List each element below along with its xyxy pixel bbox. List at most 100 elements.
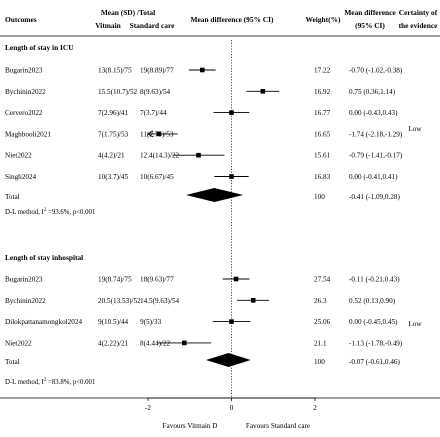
- x-tick-label: -2: [145, 404, 151, 412]
- heterogeneity-hospital-sup: 2: [44, 378, 47, 383]
- favours-standard-care-label: Favours Standard care: [246, 422, 310, 430]
- point-estimate: [229, 319, 234, 324]
- weight-value: 15.61: [314, 152, 331, 160]
- vitamin-value: 19(8.74)/75: [98, 276, 132, 284]
- study-name: Maghbooli2021: [5, 130, 51, 138]
- weight-value: 17.22: [314, 67, 331, 75]
- weight-value: 16.92: [314, 88, 331, 96]
- mean-diff-ci-value: -1.74 (-2.18,-1.29): [349, 130, 403, 138]
- weight-value: 16.65: [314, 130, 331, 138]
- standard-care-value: 9(5)/33: [140, 318, 162, 326]
- x-tick-label: 2: [313, 404, 317, 412]
- weight-value: 16.83: [314, 173, 331, 181]
- header-mean-diff-ci: Mean difference (95% CI): [191, 15, 275, 24]
- total-weight-hospital: 100: [314, 358, 325, 366]
- header-outcomes: Outcomes: [5, 15, 37, 24]
- certainty-icu: Low: [408, 125, 422, 133]
- point-estimate: [229, 110, 234, 115]
- header-standard-care: Standard care: [130, 21, 176, 30]
- heterogeneity-hospital-stat: =83.8%, p<0.001: [46, 379, 95, 386]
- study-name: Niet2022: [5, 339, 32, 347]
- study-name: Bychinin2022: [5, 88, 46, 96]
- point-estimate: [199, 67, 205, 73]
- header-mean-sd-total: Mean (SD) /Total: [101, 8, 155, 17]
- point-estimate: [156, 131, 162, 137]
- mean-diff-ci-value: -0.11 (-0.21,0.43): [349, 276, 400, 284]
- total-label-icu: Total: [5, 193, 20, 201]
- standard-care-value: 7(3.7)/44: [140, 109, 167, 117]
- standard-care-value: 14.5(9.63)/54: [140, 297, 180, 305]
- vitamin-value: 4(4.2)/21: [98, 152, 125, 160]
- mean-diff-ci-value: -0.70 (-1.02,-0.38): [349, 67, 403, 75]
- vitamin-value: 13(8.15)/75: [98, 67, 132, 75]
- weight-value: 25.06: [314, 318, 331, 326]
- pooled-diamond: [206, 353, 251, 367]
- section-title-hospital: Length of stay inhospital: [5, 253, 83, 262]
- standard-care-value: 18(9.63)/77: [140, 276, 174, 284]
- ci-arrow: [147, 130, 154, 138]
- point-estimate: [233, 276, 239, 282]
- mean-diff-ci-value: -1.13 (-1.78,-0.49): [349, 339, 403, 347]
- vitamin-value: 20.5(13.53)/52: [98, 297, 141, 305]
- header-mean-diff-line1: Mean difference: [344, 8, 396, 17]
- x-tick-label: 0: [230, 404, 234, 412]
- mean-diff-ci-value: 0.75 (0.36,1.14): [349, 88, 396, 96]
- study-name: Dilokpattanamongkol2024: [5, 318, 82, 326]
- header-mean-diff-line2: (95% CI): [355, 21, 385, 30]
- favours-vitamin-d-label: Favours Vitmain D: [163, 422, 218, 430]
- standard-care-value: 12.4(14.3)/22: [140, 152, 180, 160]
- heterogeneity-hospital: D-L method, I2 =83.8%, p<0.001: [5, 378, 95, 386]
- vitamin-value: 9(10.5)/44: [98, 318, 129, 326]
- vitamin-value: 4(2.22)/21: [98, 339, 129, 347]
- study-rows: Bugarin2023 13(8.15)/75 19(8.89)/77 17.22 -0…: [5, 67, 403, 348]
- pooled-diamond: [185, 188, 244, 202]
- section-title-icu: Length of stay in ICU: [5, 43, 74, 52]
- total-ci-hospital: -0.07 (-0.61,0.46): [349, 358, 401, 366]
- weight-value: 26.3: [314, 297, 327, 305]
- standard-care-value: 8(4.44)/22: [140, 339, 171, 347]
- study-name: Singh2024: [5, 173, 37, 181]
- mean-diff-ci-value: 0.00 (-0.41,0.41): [349, 173, 398, 181]
- standard-care-value: 10(6.67)/45: [140, 173, 174, 181]
- weight-value: 21.1: [314, 339, 327, 347]
- x-axis: -2 0 2 Favours Vitmain D Favours Standar…: [145, 397, 317, 430]
- study-name: Niet2022: [5, 152, 32, 160]
- mean-diff-ci-value: 0.00 (-0.43,0.43): [349, 109, 398, 117]
- study-name: Bugarin2023: [5, 67, 43, 75]
- header-certainty-line2: the evidence: [399, 21, 439, 30]
- standard-care-value: 19(8.89)/77: [140, 67, 174, 75]
- vitamin-value: 15.5(10.7)/52: [98, 88, 138, 96]
- header-vitmain: Vitmain: [95, 21, 121, 30]
- mean-diff-ci-value: 0.52 (0.13,0.90): [349, 297, 396, 305]
- weight-value: 16.77: [314, 109, 331, 117]
- table-header: Outcomes Mean (SD) /Total Vitmain Standa…: [5, 8, 438, 30]
- point-estimate: [182, 340, 187, 346]
- vitamin-value: 7(1.75)/53: [98, 130, 129, 138]
- heterogeneity-icu: D-L method, I2 =93.6%, p<0.001: [5, 208, 95, 216]
- header-weight: Weight(%): [306, 15, 341, 24]
- study-name: Bugarin2023: [5, 276, 43, 284]
- vitamin-value: 10(3.7)/45: [98, 173, 129, 181]
- point-estimate: [196, 152, 201, 158]
- total-ci-icu: -0.41 (-1.09,0.28): [349, 193, 401, 201]
- study-name: Cervero2022: [5, 109, 43, 117]
- point-estimate: [229, 174, 234, 179]
- vitamin-value: 7(2.96)/41: [98, 109, 129, 117]
- point-estimate: [260, 89, 266, 94]
- header-certainty-line1: Certainty of: [399, 8, 438, 17]
- certainty-hospital: Low: [408, 320, 422, 328]
- total-label-hospital: Total: [5, 358, 20, 366]
- point-estimate: [250, 298, 256, 303]
- study-name: Bychinin2022: [5, 297, 46, 305]
- total-weight-icu: 100: [314, 193, 325, 201]
- plot-marks: [147, 67, 316, 401]
- heterogeneity-icu-stat: =93.6%, p<0.001: [46, 209, 95, 216]
- heterogeneity-icu-text: D-L method, I: [5, 209, 45, 216]
- heterogeneity-icu-sup: 2: [44, 208, 47, 213]
- mean-diff-ci-value: 0.00 (-0.45,0.45): [349, 318, 398, 326]
- standard-care-value: 8(9.63)/54: [140, 88, 171, 96]
- mean-diff-ci-value: -0.79 (-1.41,-0.17): [349, 152, 403, 160]
- weight-value: 27.54: [314, 276, 331, 284]
- heterogeneity-hospital-text: D-L method, I: [5, 379, 45, 386]
